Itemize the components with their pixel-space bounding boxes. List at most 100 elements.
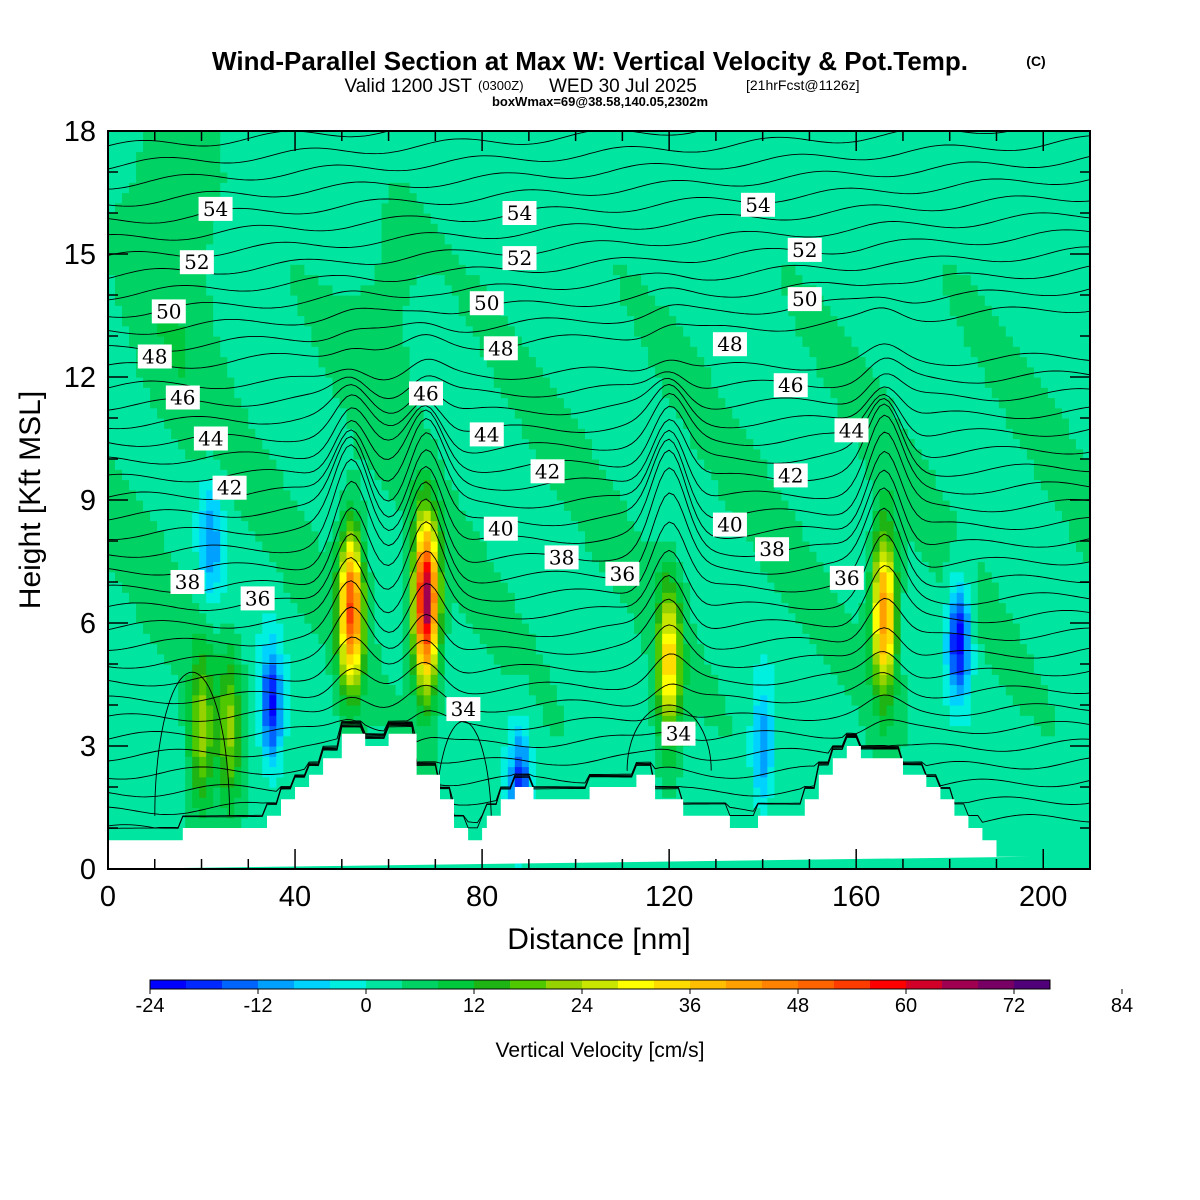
field-cell (591, 664, 600, 675)
field-cell (164, 694, 172, 706)
field-cell (423, 653, 432, 665)
field-cell (423, 602, 432, 614)
field-cell (374, 213, 383, 224)
field-cell (367, 725, 376, 737)
field-cell (528, 356, 537, 368)
field-cell (486, 448, 495, 460)
field-cell (143, 254, 151, 265)
field-cell (472, 756, 481, 768)
field-cell (500, 172, 509, 183)
field-cell (346, 561, 355, 573)
field-cell (248, 705, 256, 716)
field-cell (220, 715, 228, 727)
field-cell (458, 223, 467, 235)
field-cell (185, 305, 193, 317)
field-cell (171, 469, 179, 481)
field-cell (374, 725, 383, 737)
field-cell (353, 254, 362, 265)
field-cell (185, 192, 193, 204)
field-cell (276, 776, 284, 788)
field-cell (346, 151, 355, 163)
field-cell (143, 797, 151, 809)
field-cell (318, 725, 327, 737)
field-cell (416, 223, 425, 235)
field-cell (332, 254, 341, 265)
field-cell (556, 295, 565, 306)
field-cell (500, 612, 509, 624)
field-cell (129, 407, 137, 419)
field-cell (227, 612, 235, 624)
field-cell (521, 551, 530, 563)
field-cell (283, 510, 291, 522)
field-cell (521, 479, 530, 491)
field-cell (535, 551, 544, 563)
field-cell (472, 510, 481, 522)
field-cell (430, 489, 439, 501)
field-cell (136, 141, 144, 153)
field-cell (479, 151, 488, 163)
field-cell (507, 643, 516, 655)
field-cell (437, 356, 446, 368)
field-cell (563, 213, 572, 224)
field-cell (276, 664, 284, 675)
field-cell (451, 274, 460, 286)
field-cell (458, 131, 467, 142)
field-cell (577, 510, 586, 522)
field-cell (479, 643, 488, 655)
field-cell (276, 438, 284, 450)
field-cell (339, 141, 348, 153)
field-cell (276, 295, 284, 306)
field-cell (178, 479, 186, 491)
field-cell (283, 438, 291, 450)
field-cell (563, 284, 572, 296)
field-cell (360, 705, 369, 716)
field-cell (521, 469, 530, 481)
field-cell (290, 346, 298, 358)
field-cell (136, 602, 144, 614)
field-cell (542, 182, 551, 194)
field-cell (318, 756, 327, 768)
field-cell (395, 469, 404, 481)
field-cell (493, 561, 502, 573)
field-cell (584, 377, 593, 388)
field-cell (381, 582, 390, 593)
field-cell (507, 356, 516, 368)
field-cell (171, 141, 179, 153)
field-cell (129, 623, 137, 634)
field-cell (360, 469, 369, 481)
field-cell (472, 725, 481, 737)
field-cell (262, 653, 270, 665)
field-cell (143, 500, 151, 511)
field-cell (192, 141, 200, 153)
field-cell (367, 489, 376, 501)
field-cell (136, 172, 144, 183)
field-cell (227, 705, 235, 716)
field-cell (367, 172, 376, 183)
field-cell (444, 182, 453, 194)
field-cell (584, 172, 593, 183)
field-cell (262, 561, 270, 573)
field-cell (157, 448, 165, 460)
field-cell (220, 705, 228, 716)
field-cell (381, 274, 390, 286)
field-cell (269, 182, 277, 194)
field-cell (465, 571, 474, 583)
field-cell (577, 602, 586, 614)
field-cell (346, 469, 355, 481)
field-cell (283, 254, 291, 265)
field-cell (318, 223, 327, 235)
field-cell (360, 192, 369, 204)
field-cell (297, 664, 305, 675)
field-cell (115, 284, 123, 296)
field-cell (353, 151, 362, 163)
field-cell (584, 469, 593, 481)
field-cell (374, 448, 383, 460)
field-cell (199, 151, 207, 163)
field-cell (220, 817, 228, 829)
field-cell (185, 592, 193, 604)
field-cell (374, 387, 383, 399)
field-cell (486, 592, 495, 604)
field-cell (220, 602, 228, 614)
field-cell (157, 407, 165, 419)
field-cell (234, 551, 242, 563)
